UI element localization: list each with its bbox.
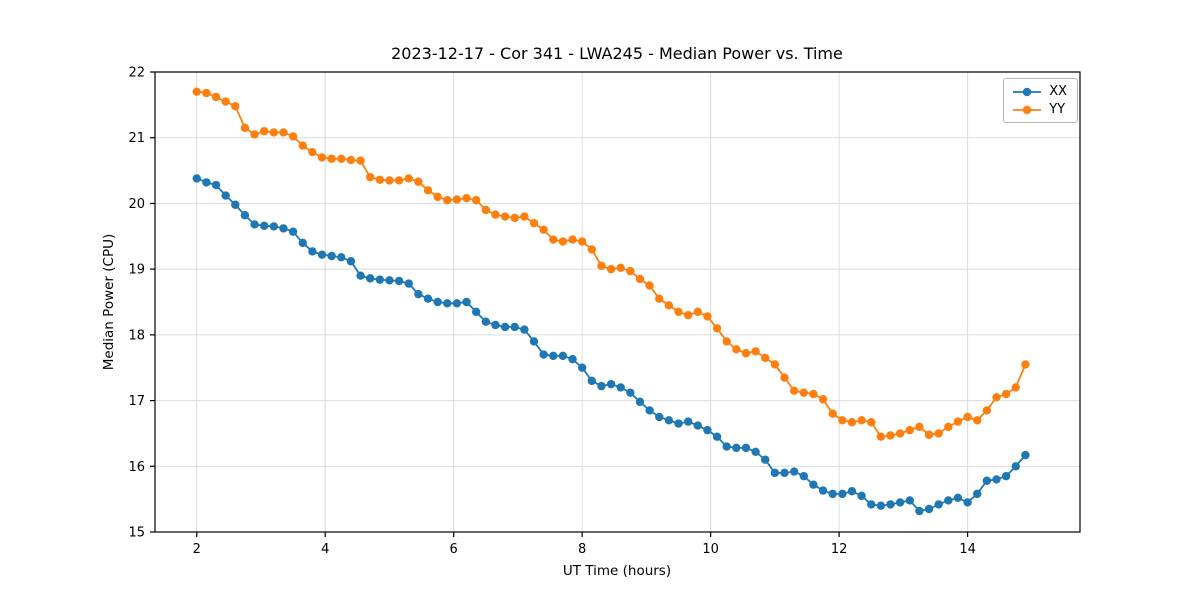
- legend-label-XX: XX: [1049, 84, 1067, 99]
- legend-marker-XX: [1013, 87, 1042, 96]
- y-tick-label: 16: [128, 460, 145, 475]
- y-axis-label: Median Power (CPU): [101, 234, 117, 370]
- y-tick-label: 18: [128, 328, 145, 343]
- y-tick-label: 19: [128, 263, 145, 278]
- series-markers-YY: [192, 87, 1030, 441]
- x-axis-label: UT Time (hours): [563, 563, 671, 579]
- legend-marker-YY: [1013, 105, 1042, 114]
- gridlines: [155, 71, 1080, 533]
- y-tick-label: 22: [128, 66, 145, 81]
- x-tick-label: 4: [321, 542, 329, 557]
- legend-label-YY: YY: [1049, 102, 1066, 117]
- legend-item-XX: XX: [1012, 85, 1067, 98]
- x-tick-label: 2: [193, 542, 201, 557]
- y-tick-label: 20: [128, 197, 145, 212]
- legend-item-YY: YY: [1012, 103, 1067, 116]
- legend: XX YY: [1003, 78, 1078, 123]
- x-tick-label: 12: [831, 542, 848, 557]
- plot-border: [154, 71, 1081, 533]
- data-series: [192, 87, 1030, 516]
- axis-ticks: 2 4 6 8 10 12 14 15 16 17 18 19 20 21 22: [128, 66, 975, 558]
- y-tick-label: 17: [128, 394, 145, 409]
- y-tick-label: 21: [128, 131, 145, 146]
- x-tick-label: 6: [450, 542, 458, 557]
- chart-title: 2023-12-17 - Cor 341 - LWA245 - Median P…: [391, 44, 843, 63]
- y-tick-label: 15: [128, 526, 145, 541]
- x-tick-label: 14: [959, 542, 976, 557]
- x-tick-label: 8: [578, 542, 586, 557]
- series-markers-XX: [192, 174, 1030, 516]
- series-line-XX: [196, 177, 1027, 512]
- x-tick-label: 10: [702, 542, 719, 557]
